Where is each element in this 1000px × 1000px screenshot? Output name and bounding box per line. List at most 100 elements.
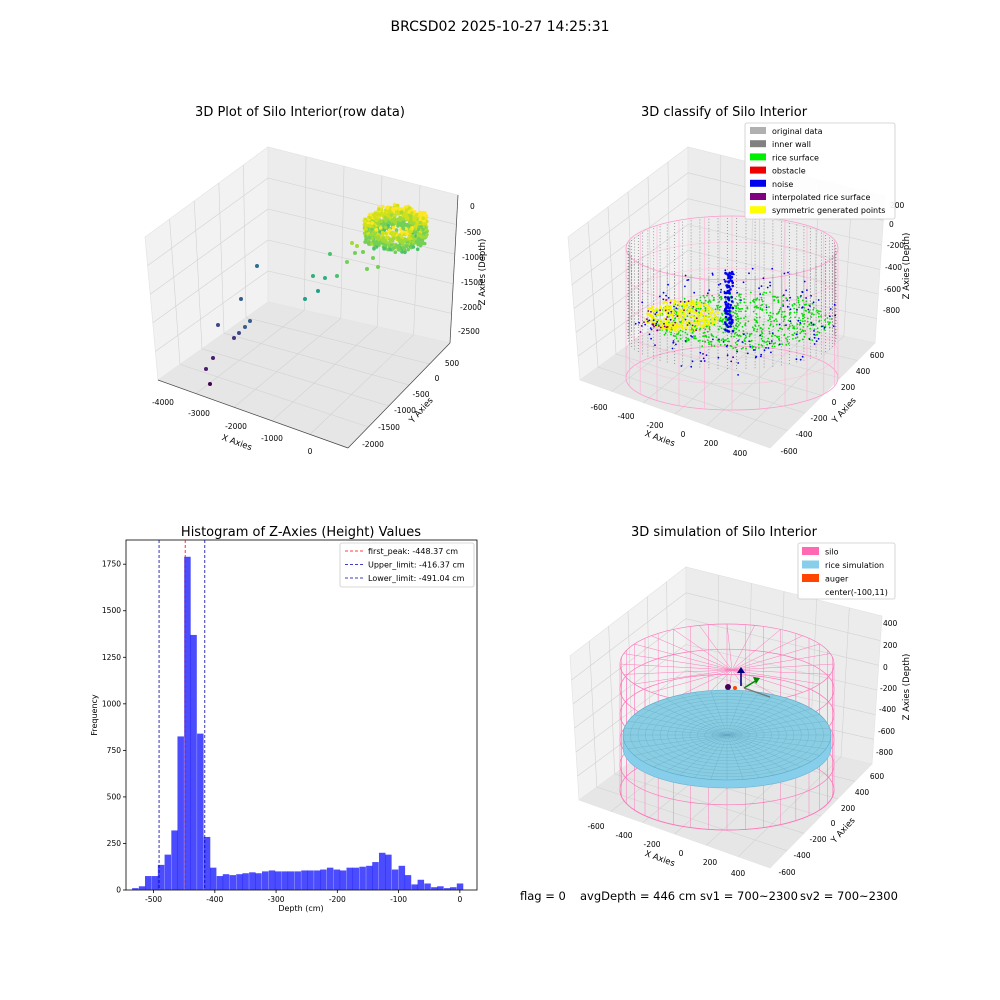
rice-mesh-spoke — [679, 694, 728, 736]
rice-mesh-spoke — [726, 690, 744, 736]
data-point — [384, 218, 388, 223]
rice-surface-point — [676, 307, 679, 310]
panel-raw-title: 3D Plot of Silo Interior(row data) — [195, 105, 405, 120]
rice-surface-point — [797, 297, 800, 300]
symmetric-point — [689, 308, 692, 311]
symmetric-point — [651, 310, 655, 313]
symmetric-point — [692, 321, 695, 324]
rice-surface-point — [824, 319, 826, 321]
symmetric-point — [671, 316, 674, 319]
histogram-legend-frame — [339, 542, 475, 588]
noise-point — [724, 272, 728, 275]
noise-point — [655, 311, 658, 314]
roof-spoke — [731, 663, 835, 671]
rice-surface-point — [823, 329, 826, 331]
noise-point — [730, 275, 734, 279]
data-point — [328, 252, 332, 256]
legend-swatch — [802, 547, 819, 555]
rice-mesh-spoke — [726, 692, 760, 736]
data-point — [232, 336, 236, 340]
rice-surface-point — [802, 317, 804, 320]
histogram-bar — [281, 871, 289, 890]
histogram-bar — [301, 870, 308, 890]
rice-mesh-spoke — [694, 734, 728, 778]
symmetric-point — [679, 308, 682, 312]
symmetric-point — [686, 312, 689, 315]
data-point — [311, 274, 315, 278]
rice-surface-point — [809, 327, 812, 330]
noise-point — [684, 340, 687, 342]
simulation-ytick-0: 600 — [870, 772, 885, 781]
rice-surface-point — [697, 340, 700, 342]
data-point — [407, 236, 411, 240]
rice-surface-point — [666, 329, 668, 332]
histogram-bar — [249, 872, 256, 890]
symmetric-point — [669, 323, 673, 326]
data-point — [345, 260, 349, 264]
rice-surface-point — [735, 327, 738, 330]
rice-surface-point — [659, 329, 661, 331]
histogram-bar — [385, 854, 392, 890]
rice-surface-point — [777, 301, 780, 304]
rice-mesh-spoke — [624, 727, 728, 736]
rice-surface-point — [720, 298, 722, 301]
data-point — [401, 226, 406, 231]
noise-point — [731, 284, 734, 288]
rice-surface-point — [716, 308, 719, 310]
data-point — [363, 240, 367, 244]
rice-surface-point — [805, 300, 808, 303]
classify-ytick-0: 600 — [870, 351, 885, 360]
rice-surface-point — [757, 343, 760, 346]
gridline — [737, 756, 842, 857]
roof-spoke — [731, 669, 781, 699]
rice-surface-point — [761, 300, 764, 303]
noise-point — [731, 272, 735, 276]
symmetric-point — [706, 323, 709, 326]
rice-surface-point — [788, 327, 790, 330]
noise-point — [736, 350, 738, 353]
data-point — [374, 218, 379, 222]
rice-surface-point — [755, 305, 758, 308]
y-tick-label: 250 — [107, 839, 122, 848]
noise-point — [654, 324, 657, 327]
noise-point — [748, 340, 751, 343]
noise-point — [720, 288, 722, 291]
rice-surface-point — [818, 313, 820, 315]
histogram-y-ticks: 0 250 500 750 1000 1250 1500 1750 — [102, 560, 126, 895]
rice-surface-point — [730, 310, 733, 313]
rice-surface-point — [674, 335, 677, 337]
symmetric-point — [671, 326, 675, 329]
rice-surface-point — [792, 338, 794, 340]
legend-label: obstacle — [772, 167, 806, 176]
data-point — [373, 215, 377, 220]
noise-point — [728, 313, 732, 317]
noise-point — [717, 356, 720, 359]
data-point — [372, 247, 376, 251]
data-point — [391, 246, 396, 251]
noise-point — [749, 346, 752, 348]
data-point — [391, 207, 395, 211]
rice-surface-point — [776, 312, 779, 315]
noise-point — [759, 334, 761, 337]
classify-z-axis: 200 0 -200 -400 -600 -800 Z Axies (Depth… — [883, 201, 912, 315]
rice-surface-point — [765, 311, 768, 314]
raw-ztick-1: -500 — [464, 228, 481, 237]
rice-surface-point — [743, 298, 745, 300]
rice-surface-point — [811, 339, 814, 341]
rice-surface-point — [699, 296, 702, 299]
rice-surface-point — [798, 306, 800, 309]
rice-surface-point — [725, 339, 727, 341]
rice-surface-point — [730, 332, 733, 335]
symmetric-point — [662, 310, 665, 313]
rice-surface-point — [801, 299, 804, 302]
symmetric-point — [692, 310, 695, 313]
noise-point — [725, 323, 729, 327]
data-point — [367, 240, 371, 244]
symmetric-point — [660, 313, 663, 316]
noise-point — [758, 287, 760, 290]
rice-surface-point — [761, 308, 764, 310]
rice-surface-point — [738, 308, 741, 310]
data-point — [396, 236, 400, 240]
symmetric-point — [690, 330, 693, 333]
histogram-bar — [314, 870, 321, 890]
